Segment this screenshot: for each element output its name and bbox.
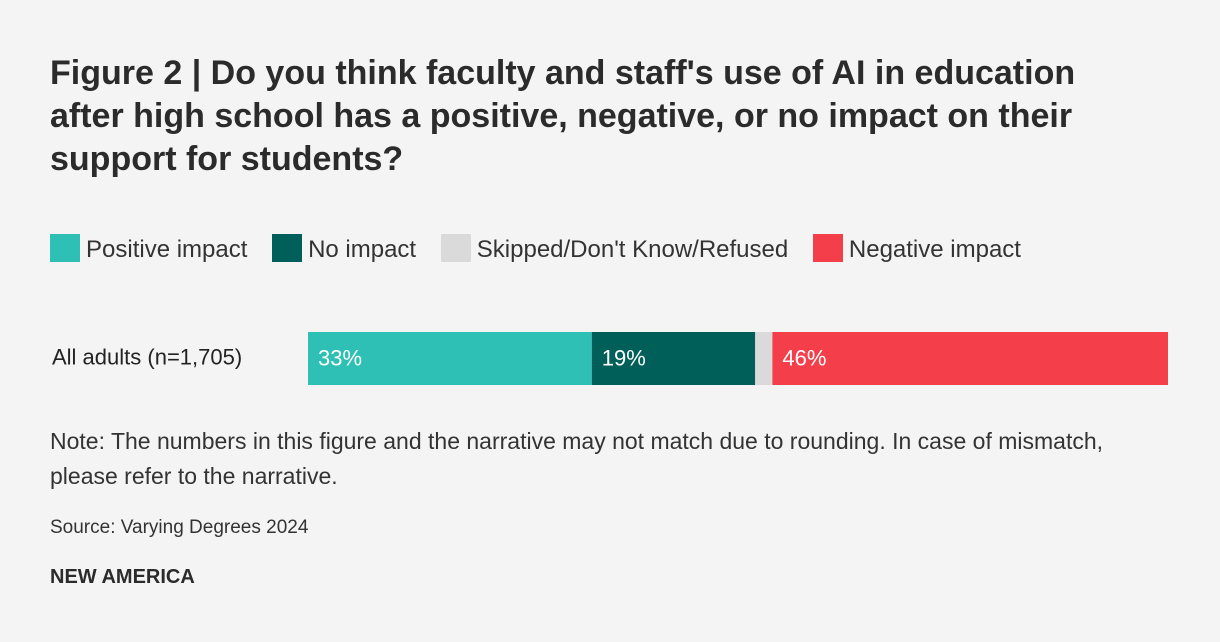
legend-label: Negative impact bbox=[848, 236, 1021, 263]
chart-title: Figure 2 | Do you think faculty and staf… bbox=[50, 54, 1076, 178]
credit: NEW AMERICA bbox=[50, 566, 195, 588]
bar-segment bbox=[772, 332, 1168, 385]
legend-item: Negative impact bbox=[812, 234, 1021, 263]
bar-segment bbox=[755, 332, 773, 385]
source: Source: Varying Degrees 2024 bbox=[50, 517, 309, 538]
legend: Positive impact No impact Skipped/Don't … bbox=[50, 230, 1110, 270]
legend-swatch bbox=[50, 234, 80, 262]
legend-item: Skipped/Don't Know/Refused bbox=[440, 234, 789, 263]
legend-swatch bbox=[440, 234, 471, 262]
value-label: 46% bbox=[782, 345, 826, 370]
legend-label: Skipped/Don't Know/Refused bbox=[476, 236, 789, 263]
bar-segment bbox=[591, 332, 756, 385]
value-label: 33% bbox=[318, 345, 362, 370]
category-label: All adults (n=1,705) bbox=[52, 344, 242, 369]
legend-item: No impact bbox=[272, 234, 417, 263]
legend-item: Positive impact bbox=[50, 234, 248, 263]
chart: All adults (n=1,705) 33% 19% 46% bbox=[52, 332, 1168, 385]
legend-swatch bbox=[812, 234, 843, 262]
bar-segment bbox=[308, 332, 592, 385]
note: Note: The numbers in this figure and the… bbox=[50, 428, 1104, 489]
legend-label: No impact bbox=[308, 236, 417, 263]
legend-label: Positive impact bbox=[86, 236, 248, 263]
value-label: 19% bbox=[602, 345, 646, 370]
legend-swatch bbox=[272, 234, 303, 262]
